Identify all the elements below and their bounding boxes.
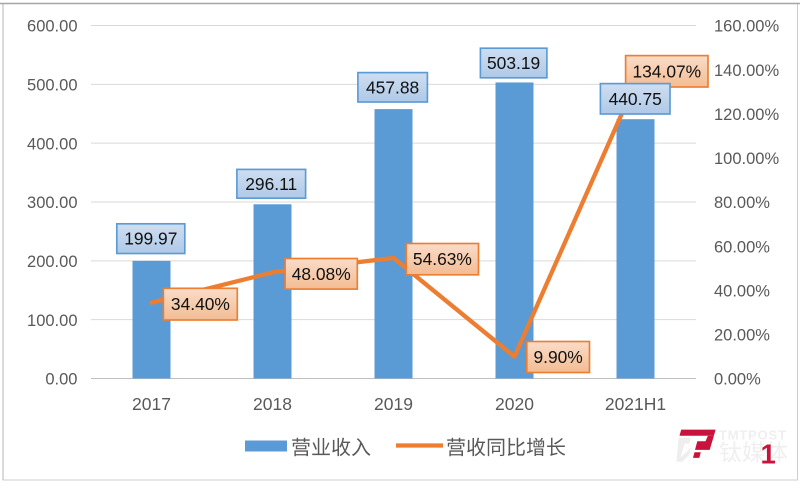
svg-text:200.00: 200.00 bbox=[27, 253, 77, 271]
svg-text:199.97: 199.97 bbox=[124, 229, 177, 249]
svg-text:20.00%: 20.00% bbox=[714, 327, 770, 345]
svg-text:34.40%: 34.40% bbox=[171, 294, 230, 314]
svg-text:2018: 2018 bbox=[253, 394, 292, 414]
svg-text:300.00: 300.00 bbox=[27, 194, 77, 212]
svg-text:100.00%: 100.00% bbox=[714, 150, 779, 168]
svg-text:TMTPOST: TMTPOST bbox=[719, 428, 787, 443]
svg-text:503.19: 503.19 bbox=[487, 53, 540, 73]
svg-text:140.00%: 140.00% bbox=[714, 62, 779, 80]
svg-text:0.00: 0.00 bbox=[45, 371, 77, 389]
svg-text:120.00%: 120.00% bbox=[714, 106, 779, 124]
svg-text:2021H1: 2021H1 bbox=[605, 394, 666, 414]
svg-text:296.11: 296.11 bbox=[245, 174, 297, 194]
svg-text:40.00%: 40.00% bbox=[714, 282, 770, 300]
svg-text:2017: 2017 bbox=[132, 394, 171, 414]
svg-text:160.00%: 160.00% bbox=[714, 18, 779, 36]
svg-text:2020: 2020 bbox=[495, 394, 534, 414]
svg-text:134.07%: 134.07% bbox=[632, 61, 701, 81]
svg-text:54.63%: 54.63% bbox=[413, 249, 472, 269]
svg-text:48.08%: 48.08% bbox=[292, 264, 351, 284]
svg-text:400.00: 400.00 bbox=[27, 135, 77, 153]
svg-text:0.00%: 0.00% bbox=[714, 371, 761, 389]
svg-text:600.00: 600.00 bbox=[27, 18, 77, 36]
svg-text:457.88: 457.88 bbox=[366, 77, 419, 97]
svg-text:500.00: 500.00 bbox=[27, 77, 77, 95]
svg-text:440.75: 440.75 bbox=[609, 89, 662, 109]
svg-text:9.90%: 9.90% bbox=[533, 347, 582, 367]
svg-text:100.00: 100.00 bbox=[27, 312, 77, 330]
svg-text:80.00%: 80.00% bbox=[714, 194, 770, 212]
svg-text:1: 1 bbox=[761, 439, 776, 470]
svg-text:2019: 2019 bbox=[374, 394, 413, 414]
svg-text:60.00%: 60.00% bbox=[714, 238, 770, 256]
